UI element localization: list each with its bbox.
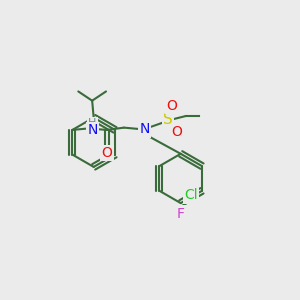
- Text: N: N: [140, 122, 150, 136]
- Text: O: O: [166, 99, 177, 113]
- Text: F: F: [177, 207, 185, 221]
- Text: H: H: [88, 118, 97, 128]
- Text: N: N: [87, 123, 98, 137]
- Text: O: O: [172, 125, 182, 139]
- Text: O: O: [102, 146, 112, 160]
- Text: Cl: Cl: [184, 188, 198, 203]
- Text: S: S: [163, 112, 173, 128]
